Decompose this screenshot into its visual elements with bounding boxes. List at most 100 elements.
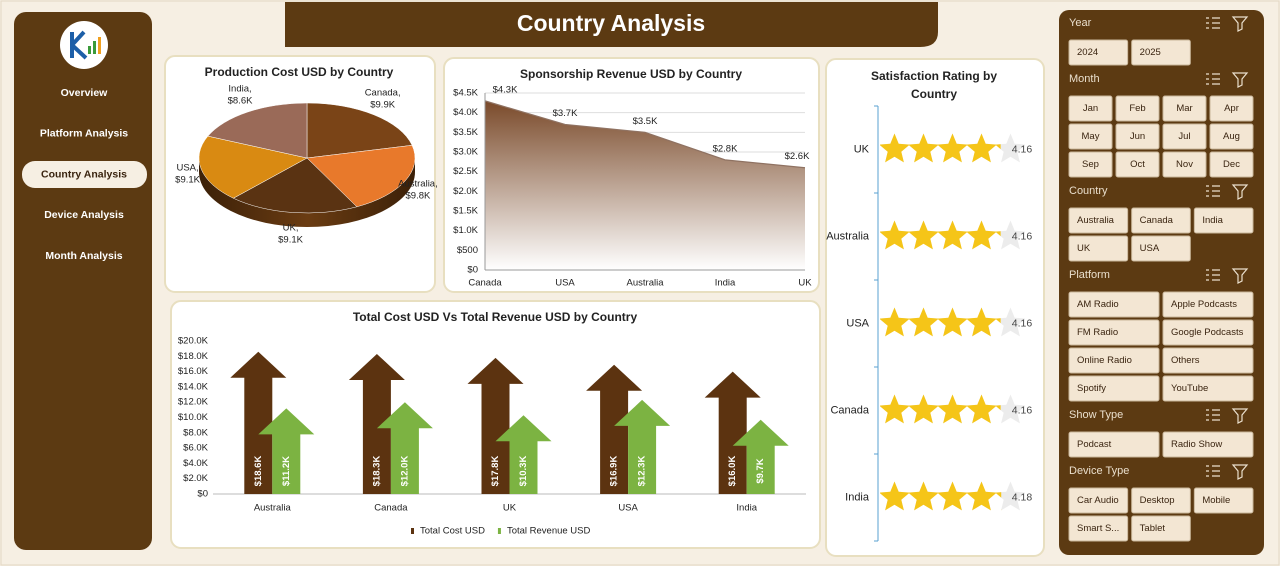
multi-select-icon[interactable] [1206, 409, 1220, 421]
slicer-button[interactable] [1162, 123, 1207, 150]
slicer-button-label[interactable]: Mar [1176, 103, 1192, 114]
slicer-button[interactable] [1131, 235, 1191, 262]
slicer-button[interactable] [1209, 123, 1254, 150]
slicer-button[interactable] [1068, 95, 1113, 122]
slicer-button-label[interactable]: Tablet [1140, 523, 1166, 534]
slicer-button-label[interactable]: YouTube [1171, 383, 1208, 394]
clear-filter-icon[interactable] [1231, 464, 1249, 480]
slicer-button[interactable] [1068, 347, 1160, 374]
slicer-button-label[interactable]: AM Radio [1077, 299, 1119, 310]
header-bar [285, 2, 938, 47]
slicer-button[interactable] [1162, 375, 1254, 402]
slicer-button[interactable] [1068, 235, 1129, 262]
slicer-button-label[interactable]: Car Audio [1077, 495, 1119, 506]
slicer-button[interactable] [1209, 95, 1254, 122]
clear-filter-icon[interactable] [1231, 408, 1249, 424]
slicer-button-label[interactable]: Jun [1130, 131, 1145, 142]
slicer-button-label[interactable]: Canada [1140, 215, 1174, 226]
nav-item[interactable]: Device Analysis [44, 209, 124, 221]
multi-select-icon[interactable] [1206, 17, 1220, 29]
slicer-button[interactable] [1131, 515, 1191, 542]
slicer-button[interactable] [1115, 151, 1160, 178]
nav-item[interactable]: Overview [61, 87, 109, 99]
clear-filter-icon[interactable] [1231, 16, 1249, 32]
slicer-button-label[interactable]: Jul [1178, 131, 1190, 142]
slicer-button[interactable] [1068, 151, 1113, 178]
slicer-button-label[interactable]: Jan [1083, 103, 1098, 114]
x-tick-label: UK [798, 278, 812, 289]
slicer-button-label[interactable]: Podcast [1077, 439, 1112, 450]
slicer-button[interactable] [1193, 487, 1254, 514]
multi-select-icon[interactable] [1206, 73, 1220, 85]
slicer-button[interactable] [1162, 151, 1207, 178]
multi-select-icon[interactable] [1206, 185, 1220, 197]
x-tick-label: Canada [374, 503, 408, 514]
slicer-button[interactable] [1162, 95, 1207, 122]
clear-filter-icon[interactable] [1231, 268, 1249, 284]
slicer-button[interactable] [1068, 123, 1113, 150]
slicer-button-label[interactable]: USA [1140, 243, 1160, 254]
slicer-button-label[interactable]: 2025 [1140, 47, 1161, 58]
slicer-button-label[interactable]: Dec [1223, 159, 1240, 170]
slicer-button[interactable] [1162, 347, 1254, 374]
slicer-button[interactable] [1068, 39, 1129, 66]
slicer-button[interactable] [1131, 207, 1191, 234]
slicer-button[interactable] [1131, 39, 1191, 66]
y-tick-label: $2.0K [183, 473, 208, 484]
slicer-button[interactable] [1162, 319, 1254, 346]
slicer-button[interactable] [1162, 431, 1254, 458]
slicer-button[interactable] [1115, 123, 1160, 150]
slicer-button[interactable] [1068, 515, 1129, 542]
slicer-button-label[interactable]: Apple Podcasts [1171, 299, 1237, 310]
nav-item[interactable]: Month Analysis [45, 250, 122, 262]
slicer-button[interactable] [1068, 291, 1160, 318]
y-tick-label: USA [846, 317, 869, 329]
slicer-button[interactable] [1068, 487, 1129, 514]
y-tick-label: Canada [830, 404, 869, 416]
slicer-button-label[interactable]: Spotify [1077, 383, 1106, 394]
y-tick-label: $4.5K [453, 88, 478, 99]
slicer-button-label[interactable]: Mobile [1202, 495, 1230, 506]
slicer-button-label[interactable]: Others [1171, 355, 1200, 366]
slicer-button-label[interactable]: Desktop [1140, 495, 1175, 506]
slicer-button-label[interactable]: May [1082, 131, 1100, 142]
multi-select-icon[interactable] [1206, 269, 1220, 281]
slicer-button-label[interactable]: Aug [1223, 131, 1240, 142]
slicer-button-label[interactable]: Sep [1082, 159, 1099, 170]
slicer-button-label[interactable]: 2024 [1077, 47, 1098, 58]
y-tick-label: India [845, 491, 870, 503]
clear-filter-icon[interactable] [1231, 72, 1249, 88]
slicer-button-label[interactable]: UK [1077, 243, 1091, 254]
card [825, 58, 1045, 557]
slicer-button-label[interactable]: Smart S... [1077, 523, 1119, 534]
slicer-button[interactable] [1193, 207, 1254, 234]
slicer-button[interactable] [1115, 95, 1160, 122]
slicer-button[interactable] [1068, 207, 1129, 234]
slicer-button-label[interactable]: Australia [1077, 215, 1115, 226]
slicer-button[interactable] [1068, 431, 1160, 458]
slicer-button[interactable] [1209, 151, 1254, 178]
slicer-button-label[interactable]: Nov [1176, 159, 1193, 170]
slicer-title: Month [1069, 73, 1100, 85]
pie-slice [306, 102, 413, 159]
slicer-button[interactable] [1068, 319, 1160, 346]
multi-select-icon[interactable] [1206, 465, 1220, 477]
slicer-button-label[interactable]: Radio Show [1171, 439, 1222, 450]
chart-title: Sponsorship Revenue USD by Country [520, 67, 742, 81]
slicer-button-label[interactable]: Online Radio [1077, 355, 1132, 366]
y-tick-label: $500 [457, 245, 478, 256]
slicer-button[interactable] [1068, 375, 1160, 402]
slicer-button-label[interactable]: India [1202, 215, 1223, 226]
slicer-button[interactable] [1131, 487, 1191, 514]
clear-filter-icon[interactable] [1231, 184, 1249, 200]
slicer-button-label[interactable]: Oct [1130, 159, 1145, 170]
slicer-button-label[interactable]: Google Podcasts [1171, 327, 1244, 338]
data-label: Canada, $9.9K [365, 87, 401, 110]
slicer-button-label[interactable]: Feb [1129, 103, 1145, 114]
nav-item[interactable]: Country Analysis [41, 168, 127, 180]
slicer-button[interactable] [1162, 291, 1254, 318]
slicer-button-label[interactable]: Apr [1224, 103, 1239, 114]
nav-item[interactable]: Platform Analysis [40, 128, 128, 140]
slicer-button-label[interactable]: FM Radio [1077, 327, 1118, 338]
data-label: $11.2K [281, 456, 292, 486]
